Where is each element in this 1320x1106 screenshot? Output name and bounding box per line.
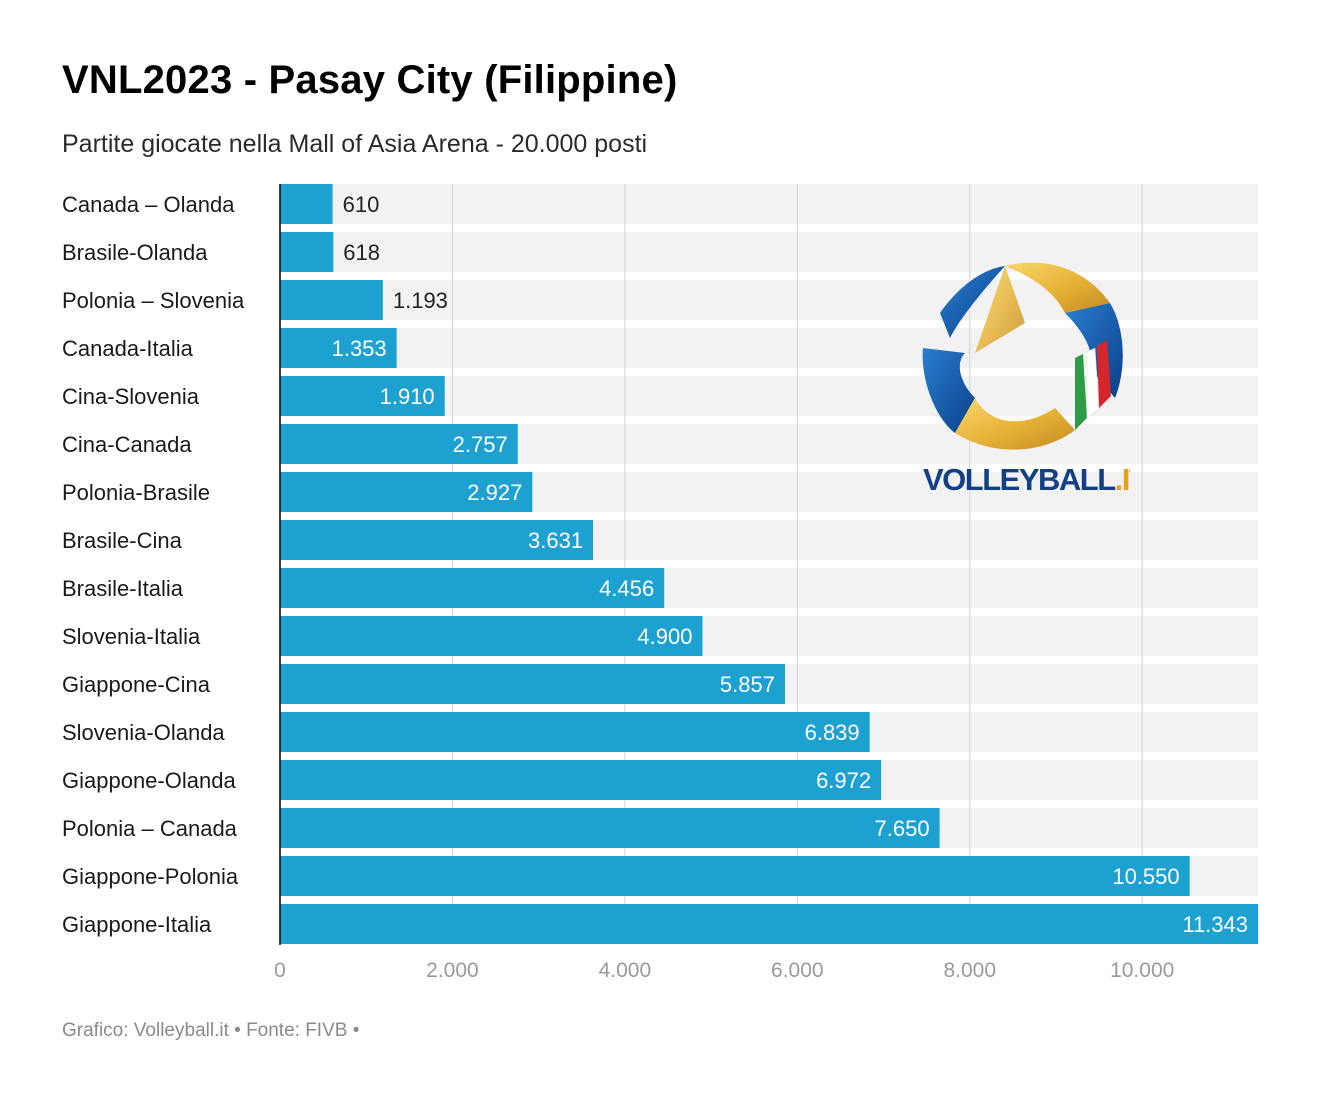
bar [280, 328, 397, 368]
chart-subtitle: Partite giocate nella Mall of Asia Arena… [62, 130, 648, 158]
category-label: Giappone-Cina [62, 672, 211, 697]
chart-title: VNL2023 - Pasay City (Filippine) [62, 58, 678, 102]
bar [280, 616, 703, 656]
category-label: Canada – Olanda [62, 192, 235, 217]
category-label: Canada-Italia [62, 336, 194, 361]
volleyball-it-logo: VOLLEYBALL.IT [922, 262, 1130, 497]
category-label: Giappone-Polonia [62, 864, 239, 889]
value-label: 6.839 [805, 720, 860, 745]
category-label: Giappone-Olanda [62, 768, 236, 793]
bar [280, 232, 334, 272]
x-tick-label: 0 [274, 959, 286, 982]
bar [280, 856, 1190, 896]
category-label: Slovenia-Italia [62, 624, 201, 649]
value-label: 6.972 [816, 768, 871, 793]
category-label: Brasile-Cina [62, 528, 183, 553]
category-label: Polonia – Canada [62, 816, 238, 841]
value-label: 4.900 [637, 624, 692, 649]
row-band [280, 184, 1258, 224]
bar [280, 808, 940, 848]
bar [280, 904, 1258, 944]
logo-text: VOLLEYBALL.IT [923, 462, 1130, 497]
value-label: 5.857 [720, 672, 775, 697]
value-label: 1.193 [393, 288, 448, 313]
value-label: 1.910 [380, 384, 435, 409]
category-label: Cina-Slovenia [62, 384, 200, 409]
value-label: 1.353 [332, 336, 387, 361]
value-label: 618 [343, 240, 380, 265]
category-label: Giappone-Italia [62, 912, 212, 937]
x-tick-label: 4.000 [599, 959, 652, 982]
bar [280, 472, 533, 512]
star-ribbon-icon [922, 262, 1123, 450]
bar [280, 520, 594, 560]
bar [280, 424, 518, 464]
value-label: 10.550 [1112, 864, 1179, 889]
x-tick-label: 2.000 [426, 959, 479, 982]
bar [280, 280, 383, 320]
value-label: 2.927 [467, 480, 522, 505]
bar [280, 184, 333, 224]
category-label: Polonia-Brasile [62, 480, 210, 505]
row-band [280, 232, 1258, 272]
chart-footer: Grafico: Volleyball.it • Fonte: FIVB • [62, 1020, 360, 1041]
value-label: 2.757 [453, 432, 508, 457]
bar [280, 760, 882, 800]
bar [280, 712, 870, 752]
category-label: Slovenia-Olanda [62, 720, 225, 745]
bar [280, 664, 785, 704]
value-label: 610 [343, 192, 380, 217]
value-label: 11.343 [1182, 912, 1248, 937]
category-label: Cina-Canada [62, 432, 192, 457]
value-label: 4.456 [599, 576, 654, 601]
value-label: 7.650 [875, 816, 930, 841]
category-label: Brasile-Italia [62, 576, 184, 601]
bar [280, 568, 665, 608]
category-label: Brasile-Olanda [62, 240, 208, 265]
x-tick-label: 6.000 [771, 959, 824, 982]
bar [280, 376, 445, 416]
category-label: Polonia – Slovenia [62, 288, 245, 313]
value-label: 3.631 [528, 528, 583, 553]
x-tick-label: 10.000 [1110, 959, 1174, 982]
x-tick-label: 8.000 [943, 959, 996, 982]
